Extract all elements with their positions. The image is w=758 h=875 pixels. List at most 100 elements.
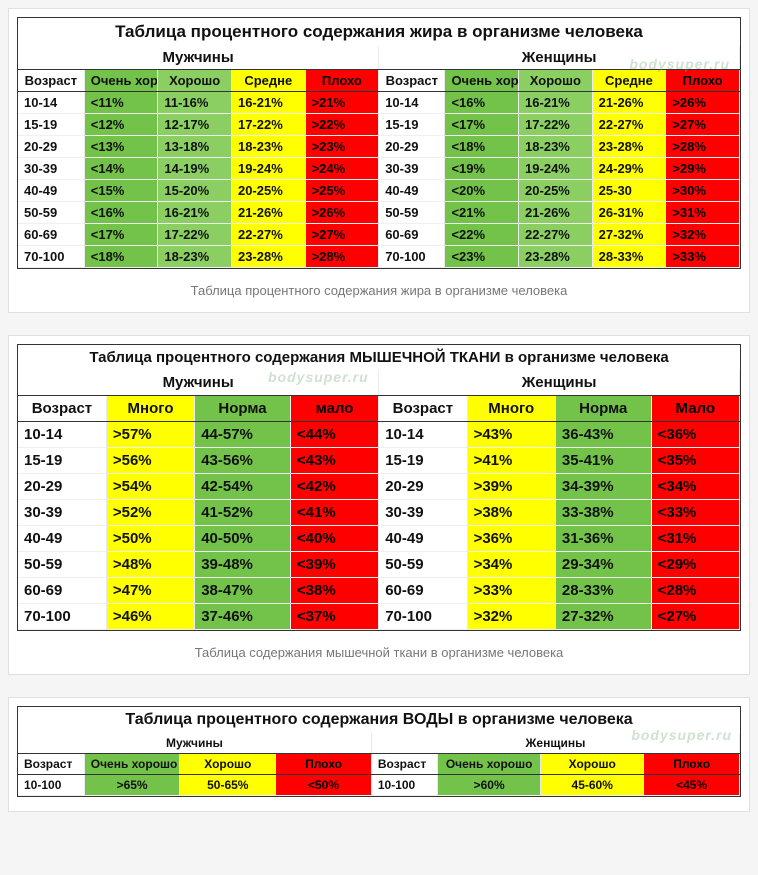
cell-vg: <15%: [84, 180, 158, 202]
cell-b: >27%: [305, 224, 379, 246]
cell-low: <33%: [651, 500, 739, 526]
cell-g: 12-17%: [158, 114, 232, 136]
table-row: 30-39<14%14-19%19-24%>24%30-39<19%19-24%…: [18, 158, 740, 180]
cell-low: <42%: [290, 474, 378, 500]
cell-g: 22-27%: [519, 224, 593, 246]
cell-m: 19-24%: [231, 158, 305, 180]
cell-b: >27%: [666, 114, 740, 136]
cell-m: 21-26%: [231, 202, 305, 224]
cell-much: >54%: [106, 474, 194, 500]
cell-m: 25-30: [592, 180, 666, 202]
hdr-norm-w: Норма: [555, 396, 651, 422]
cell-much: >41%: [467, 448, 555, 474]
cell-low: <29%: [651, 552, 739, 578]
water-table-wrap: bodysuper.ru Таблица процентного содержа…: [17, 706, 741, 797]
table-row: 30-39>52%41-52%<41%30-39>38%33-38%<33%: [18, 500, 740, 526]
cell-norm: 39-48%: [195, 552, 291, 578]
cell-b: >25%: [305, 180, 379, 202]
table-row: 60-69<17%17-22%22-27%>27%60-69<22%22-27%…: [18, 224, 740, 246]
cell-g: 13-18%: [158, 136, 232, 158]
hdr-g-w: Хорошо: [541, 754, 644, 775]
cell-norm: 37-46%: [195, 604, 291, 630]
cell-age: 30-39: [379, 500, 467, 526]
cell-low: <43%: [290, 448, 378, 474]
cell-b: >21%: [305, 92, 379, 114]
cell-g: 17-22%: [158, 224, 232, 246]
cell-norm: 33-38%: [555, 500, 651, 526]
cell-m: 18-23%: [231, 136, 305, 158]
cell-age: 10-100: [371, 775, 437, 796]
cell-age: 70-100: [379, 246, 445, 268]
muscle-table-card: bodysuper.ru Таблица процентного содержа…: [8, 335, 750, 675]
cell-g: 23-28%: [519, 246, 593, 268]
cell-b: >24%: [305, 158, 379, 180]
cell-g: 21-26%: [519, 202, 593, 224]
hdr-age-w: Возраст: [371, 754, 437, 775]
cell-m: 23-28%: [592, 136, 666, 158]
cell-g: 15-20%: [158, 180, 232, 202]
cell-age: 20-29: [18, 474, 106, 500]
hdr-age: Возраст: [18, 754, 84, 775]
cell-age: 20-29: [18, 136, 84, 158]
cell-low: <41%: [290, 500, 378, 526]
table-row: 60-69>47%38-47%<38%60-69>33%28-33%<28%: [18, 578, 740, 604]
cell-age: 15-19: [18, 114, 84, 136]
fat-gender-women: Женщины: [379, 46, 740, 70]
cell-much: >57%: [106, 422, 194, 448]
hdr-age: Возраст: [18, 396, 106, 422]
cell-low: <35%: [651, 448, 739, 474]
cell-m: 22-27%: [592, 114, 666, 136]
hdr-vg-w: Очень хорошо: [445, 70, 519, 92]
cell-vg: <14%: [84, 158, 158, 180]
cell-low: <44%: [290, 422, 378, 448]
hdr-age: Возраст: [18, 70, 84, 92]
cell-age: 60-69: [379, 224, 445, 246]
muscle-gender-men: Мужчины: [18, 370, 379, 396]
cell-age: 15-19: [379, 114, 445, 136]
cell-much: >43%: [467, 422, 555, 448]
cell-norm: 29-34%: [555, 552, 651, 578]
cell-vg: >65%: [84, 775, 180, 796]
cell-m: 26-31%: [592, 202, 666, 224]
hdr-m-w: Средне: [592, 70, 666, 92]
cell-vg: <18%: [84, 246, 158, 268]
table-row: 50-59<16%16-21%21-26%>26%50-59<21%21-26%…: [18, 202, 740, 224]
cell-low: <28%: [651, 578, 739, 604]
cell-norm: 27-32%: [555, 604, 651, 630]
cell-m: 27-32%: [592, 224, 666, 246]
cell-age: 10-14: [18, 92, 84, 114]
cell-low: <36%: [651, 422, 739, 448]
cell-b: >22%: [305, 114, 379, 136]
cell-age: 30-39: [18, 500, 106, 526]
cell-norm: 31-36%: [555, 526, 651, 552]
cell-age: 40-49: [18, 180, 84, 202]
cell-age: 30-39: [18, 158, 84, 180]
cell-g: 14-19%: [158, 158, 232, 180]
cell-low: <31%: [651, 526, 739, 552]
cell-age: 15-19: [379, 448, 467, 474]
water-table-card: bodysuper.ru Таблица процентного содержа…: [8, 697, 750, 812]
fat-table-wrap: bodysuper.ru Таблица процентного содержа…: [17, 17, 741, 269]
cell-norm: 43-56%: [195, 448, 291, 474]
cell-g: 50-65%: [180, 775, 276, 796]
cell-much: >38%: [467, 500, 555, 526]
cell-vg: <17%: [445, 114, 519, 136]
cell-b: >28%: [666, 136, 740, 158]
hdr-vg: Очень хорошо: [84, 754, 180, 775]
water-gender-women: Женщины: [371, 733, 739, 754]
cell-m: 16-21%: [231, 92, 305, 114]
cell-vg: <13%: [84, 136, 158, 158]
cell-much: >47%: [106, 578, 194, 604]
cell-age: 50-59: [379, 202, 445, 224]
cell-b: >33%: [666, 246, 740, 268]
cell-b: >30%: [666, 180, 740, 202]
hdr-age-w: Возраст: [379, 396, 467, 422]
cell-much: >46%: [106, 604, 194, 630]
cell-norm: 34-39%: [555, 474, 651, 500]
cell-m: 28-33%: [592, 246, 666, 268]
cell-age: 70-100: [18, 604, 106, 630]
hdr-age-w: Возраст: [379, 70, 445, 92]
cell-norm: 28-33%: [555, 578, 651, 604]
table-row: 15-19>56%43-56%<43%15-19>41%35-41%<35%: [18, 448, 740, 474]
cell-vg: <18%: [445, 136, 519, 158]
